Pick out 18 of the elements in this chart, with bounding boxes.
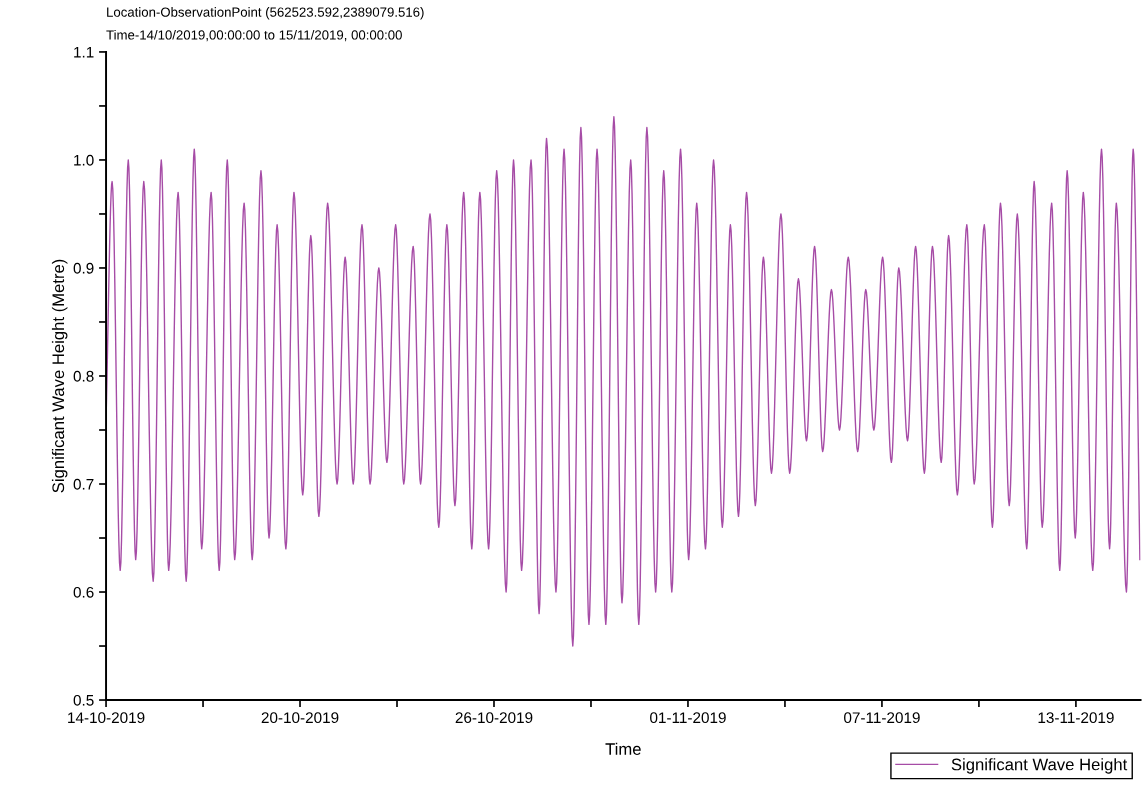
- x-axis-title: Time: [605, 742, 641, 755]
- y-tick-label: 0.8: [73, 370, 94, 382]
- y-tick-label: 1.0: [74, 154, 94, 166]
- y-tick-label: 0.5: [73, 694, 94, 706]
- y-tick-label: 0.9: [73, 262, 94, 274]
- x-tick-label: 01-11-2019: [650, 712, 726, 724]
- x-tick-label: 20-10-2019: [261, 712, 339, 724]
- chart-title: Location-ObservationPoint (562523.592,2389079.516): [107, 7, 424, 20]
- y-tick-label: 0.6: [73, 586, 94, 598]
- legend-label: Significant Wave Height: [951, 758, 1128, 774]
- x-tick-label: 13-11-2019: [1038, 712, 1114, 724]
- chart-subtitle: Time-14/10/2019,00:00:00 to 15/11/2019, 00:00:00: [106, 29, 402, 42]
- y-axis-title: Significant Wave Height (Metre): [51, 259, 68, 493]
- x-tick-label: 07-11-2019: [844, 712, 920, 724]
- y-tick-label: 1.1: [74, 46, 94, 58]
- x-tick-label: 14-10-2019: [68, 712, 145, 724]
- x-tick-label: 26-10-2019: [455, 712, 533, 724]
- y-tick-label: 0.7: [73, 478, 94, 490]
